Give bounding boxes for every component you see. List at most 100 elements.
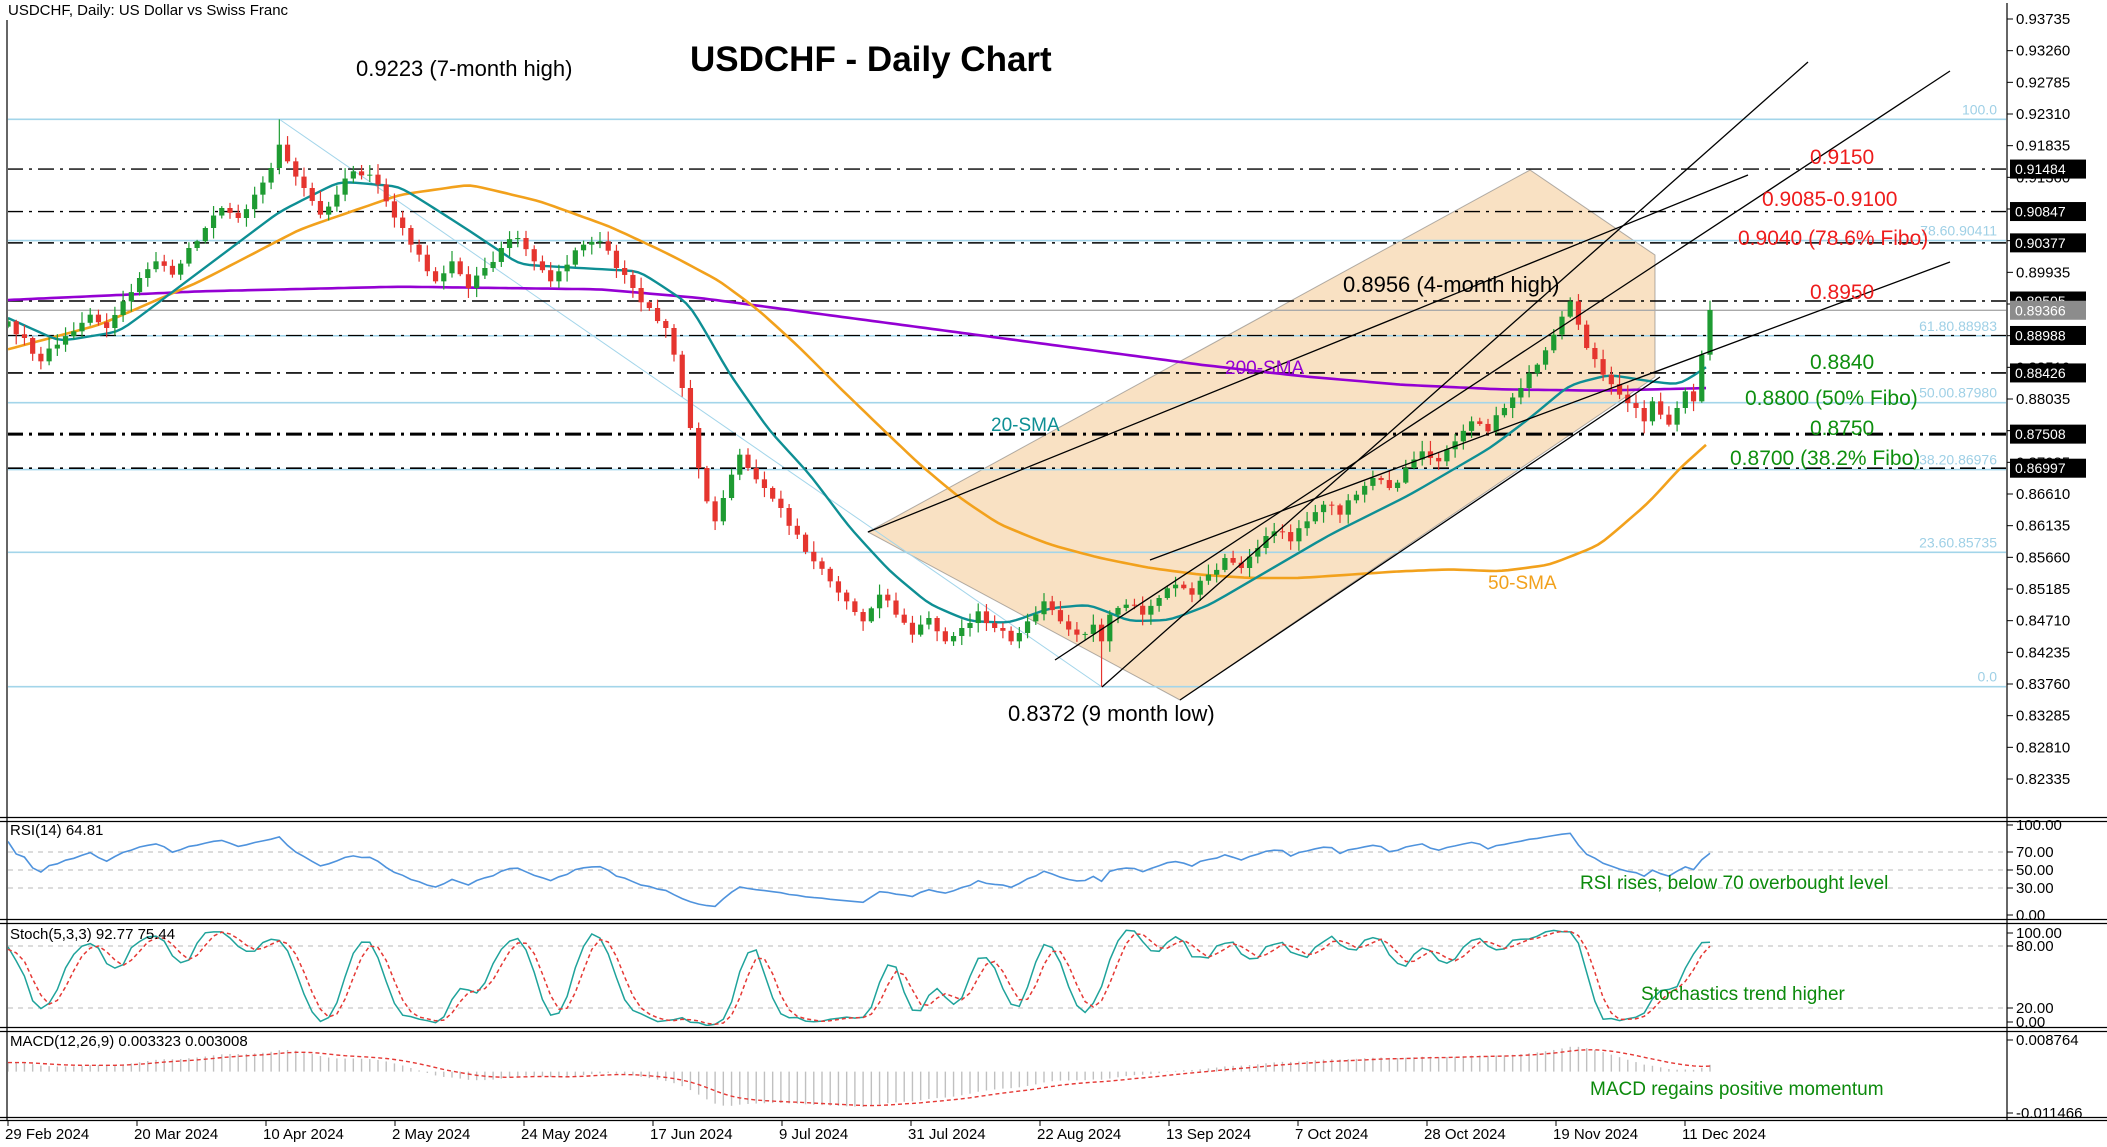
candle-body <box>1304 521 1310 529</box>
date-tick-label: 9 Jul 2024 <box>779 1126 848 1143</box>
candle-body <box>260 182 266 195</box>
candle-body <box>457 261 463 275</box>
candle-body <box>909 622 916 635</box>
candle-body <box>1666 414 1672 425</box>
candle-body <box>1682 391 1688 408</box>
candle-body <box>1164 588 1170 598</box>
candle-body <box>128 292 134 302</box>
resistance-level-0.8950: 0.8950 <box>1810 281 1875 304</box>
candle-body <box>104 322 110 328</box>
date-tick-label: 22 Aug 2024 <box>1037 1126 1121 1143</box>
candle-body <box>737 454 743 475</box>
axis-text: 0.82810 <box>2016 739 2070 756</box>
candle-body <box>342 178 348 195</box>
candle-body <box>580 244 587 251</box>
candle-body <box>1033 614 1039 622</box>
candle-body <box>383 184 389 202</box>
axis-text: 0.91484 <box>2015 161 2066 177</box>
candle-body <box>1115 607 1121 615</box>
annotation-9-month-low: 0.8372 (9 month low) <box>1008 701 1215 726</box>
candle-body <box>1641 408 1647 422</box>
candle-body <box>794 525 800 535</box>
candle-body <box>1246 556 1253 568</box>
axis-text: 50.00.87980 <box>1919 385 1997 401</box>
candle-body <box>490 261 496 268</box>
sma-20-line <box>8 181 1707 624</box>
candle-body <box>87 314 93 323</box>
candle-body <box>449 261 455 274</box>
candle-body <box>1485 423 1491 432</box>
annotation-7-month-high: 0.9223 (7-month high) <box>356 56 573 81</box>
candle-body <box>1181 584 1187 589</box>
axis-text: -0.011466 <box>2016 1105 2082 1122</box>
candle-body <box>210 215 217 228</box>
candle-body <box>515 238 521 240</box>
candle-body <box>934 618 940 632</box>
candle-body <box>161 261 167 266</box>
candle-body <box>301 176 307 188</box>
axis-text: 0.0 <box>1978 669 1998 685</box>
candle-body <box>375 174 381 185</box>
candle-body <box>194 241 200 248</box>
candle-body <box>1230 558 1236 563</box>
axis-text: 78.60.90411 <box>1920 223 1997 239</box>
candle-body <box>1057 610 1064 622</box>
axis-text: 0.008764 <box>2016 1032 2079 1049</box>
candle-body <box>753 468 759 480</box>
candle-body <box>1477 421 1483 424</box>
axis-text: 0.92310 <box>2016 106 2070 123</box>
candle-body <box>1296 528 1302 542</box>
support-level-0.8700: 0.8700 (38.2% Fibo) <box>1730 447 1921 470</box>
candle-body <box>284 144 291 162</box>
sma-200-label: 200-SMA <box>1225 358 1305 379</box>
axis-text: 0.85660 <box>2016 549 2070 566</box>
candle-body <box>30 338 36 354</box>
candle-body <box>432 271 439 282</box>
date-tick-label: 10 Apr 2024 <box>263 1126 344 1143</box>
candle-body <box>1427 451 1434 458</box>
candle-body <box>1411 459 1417 468</box>
date-tick-label: 29 Feb 2024 <box>5 1126 89 1143</box>
candle-body <box>671 328 677 355</box>
date-tick-label: 24 May 2024 <box>521 1126 608 1143</box>
rsi-indicator-label: RSI(14) 64.81 <box>10 822 104 839</box>
candle-body <box>95 314 102 323</box>
candle-body <box>992 623 998 628</box>
chart-main-title: USDCHF - Daily Chart <box>690 40 1052 79</box>
stoch-k-line <box>8 929 1711 1026</box>
candle-body <box>802 534 809 552</box>
axis-text: 0.83285 <box>2016 708 2070 725</box>
macd-note: MACD regains positive momentum <box>1590 1079 1884 1100</box>
candle-body <box>589 241 595 245</box>
candle-body <box>1140 605 1146 615</box>
candle-body <box>597 241 603 243</box>
candle-body <box>367 174 373 176</box>
rsi-note: RSI rises, below 70 overbought level <box>1580 873 1889 894</box>
date-tick-label: 19 Nov 2024 <box>1553 1126 1638 1143</box>
price-badge <box>2010 458 2086 478</box>
axis-text: 0.00 <box>2016 907 2045 924</box>
candle-body <box>761 479 768 488</box>
candle-body <box>1312 512 1318 522</box>
candle-body <box>498 248 504 262</box>
trend-line <box>1149 261 1951 561</box>
support-level-0.8800: 0.8800 (50% Fibo) <box>1745 387 1918 410</box>
candle-body <box>1074 629 1080 635</box>
date-tick-label: 13 Sep 2024 <box>1166 1126 1251 1143</box>
candle-body <box>1123 604 1129 608</box>
candle-body <box>1370 478 1376 486</box>
axis-text: 38.20.86976 <box>1919 452 1997 468</box>
candle-body <box>1156 598 1162 606</box>
candle-body <box>243 209 250 218</box>
axis-text: 0.88426 <box>2015 365 2066 381</box>
candle-body <box>1526 373 1532 388</box>
axis-text: 0.86610 <box>2016 486 2070 503</box>
candle-body <box>120 301 126 315</box>
axis-text: 0.84235 <box>2016 644 2070 661</box>
candle-body <box>408 228 414 245</box>
candle-body <box>1386 480 1392 488</box>
candle-body <box>358 171 365 176</box>
candle-body <box>786 508 792 526</box>
candle-body <box>1238 562 1244 568</box>
